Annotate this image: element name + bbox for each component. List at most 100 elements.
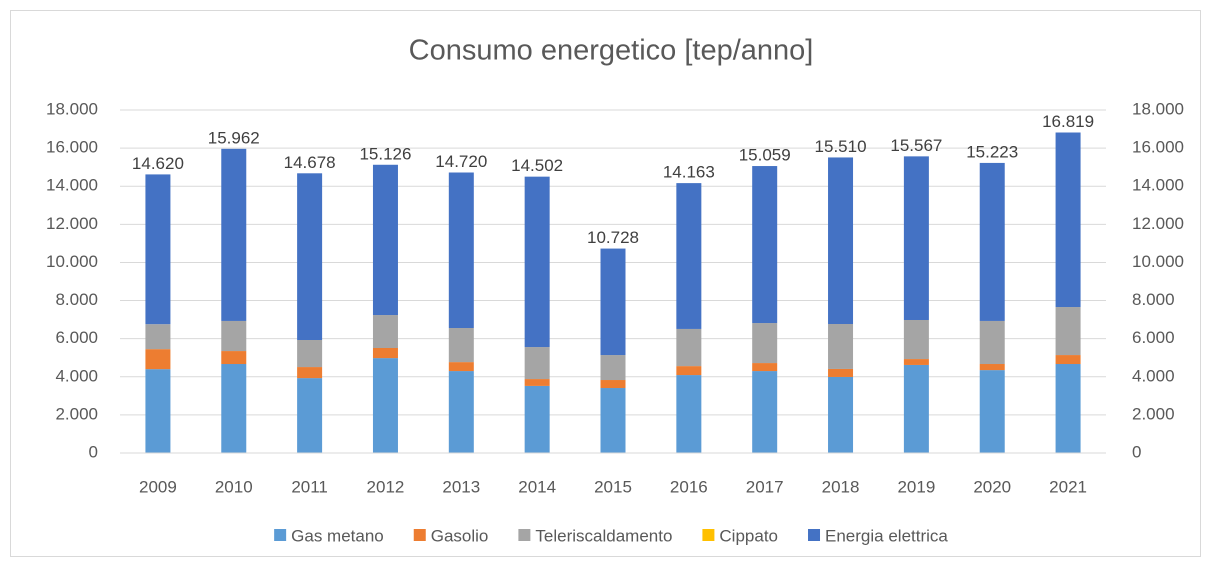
y2-tick-label: 0 (1132, 442, 1141, 461)
y-tick-label: 14.000 (46, 176, 98, 195)
bar-segment (903, 156, 929, 320)
bar-segment (524, 379, 550, 386)
bar-segment (524, 347, 550, 380)
bar-segment (297, 378, 323, 453)
y2-tick-label: 18.000 (1132, 99, 1184, 118)
legend-label: Gas metano (291, 526, 384, 545)
total-label: 15.510 (815, 137, 867, 156)
bar-segment (979, 370, 1005, 453)
bar-segment (752, 363, 778, 372)
x-tick-label: 2010 (215, 477, 253, 496)
bar-segment (752, 166, 778, 324)
y2-tick-label: 14.000 (1132, 176, 1184, 195)
bar-segment (752, 371, 778, 453)
bar-segment (828, 157, 854, 324)
bar-segment (448, 327, 474, 363)
bar-segment (828, 376, 854, 453)
bar-segment (676, 328, 702, 367)
bar-segment (524, 176, 550, 348)
bar-segment (372, 358, 398, 453)
bar-segment (676, 183, 702, 329)
bar-segment (448, 362, 474, 372)
y-tick-label: 16.000 (46, 138, 98, 157)
y2-tick-label: 4.000 (1132, 366, 1175, 385)
legend-swatch (518, 529, 531, 541)
y2-tick-label: 16.000 (1132, 138, 1184, 157)
y2-tick-label: 2.000 (1132, 404, 1175, 423)
total-label: 14.163 (663, 163, 715, 182)
total-label: 15.059 (739, 146, 791, 165)
y-tick-label: 2.000 (55, 404, 98, 423)
legend-swatch (702, 529, 715, 541)
legend-swatch (808, 529, 821, 541)
bar-segment (752, 323, 778, 364)
bar-segment (524, 385, 550, 453)
total-label: 14.620 (132, 154, 184, 173)
x-tick-label: 2011 (291, 477, 328, 496)
x-tick-label: 2017 (746, 477, 784, 496)
total-label: 15.126 (359, 144, 411, 163)
bar-segment (979, 320, 1005, 365)
bar-segment (979, 364, 1005, 371)
bar-segment (297, 367, 323, 379)
bar-segment (372, 315, 398, 349)
bar-segment (372, 164, 398, 316)
bar-segment (221, 148, 247, 321)
bar-segment (979, 162, 1005, 321)
total-label: 15.223 (966, 142, 1018, 161)
bar-segment (448, 371, 474, 453)
bar-segment (448, 172, 474, 328)
bar-segment (297, 173, 323, 341)
bar-segment (903, 364, 929, 453)
bar-segment (297, 340, 323, 368)
bar-segment (676, 375, 702, 453)
bar-segment (828, 368, 854, 377)
y2-tick-label: 6.000 (1132, 328, 1175, 347)
y-tick-label: 10.000 (46, 252, 98, 271)
bar-segment (221, 351, 247, 365)
bar-segment (1055, 307, 1081, 356)
bar-segment (145, 349, 171, 370)
bar-segment (903, 319, 929, 360)
x-tick-label: 2019 (897, 477, 935, 496)
x-tick-label: 2012 (367, 477, 405, 496)
bar-segment (1055, 132, 1081, 308)
bar-segment (600, 388, 626, 453)
y-tick-label: 8.000 (55, 290, 98, 309)
y2-tick-label: 12.000 (1132, 214, 1184, 233)
chart-title: Consumo energetico [tep/anno] (409, 35, 814, 67)
x-tick-label: 2020 (973, 477, 1011, 496)
x-tick-label: 2018 (822, 477, 860, 496)
bar-segment (145, 174, 171, 325)
y-tick-label: 12.000 (46, 214, 98, 233)
total-label: 14.678 (284, 153, 336, 172)
total-label: 14.720 (435, 152, 487, 171)
y2-tick-label: 8.000 (1132, 290, 1175, 309)
bar-segment (903, 359, 929, 365)
x-tick-label: 2014 (518, 477, 556, 496)
x-tick-label: 2013 (442, 477, 480, 496)
total-label: 16.819 (1042, 112, 1094, 131)
total-label: 15.962 (208, 128, 260, 147)
legend-swatch (413, 529, 426, 541)
bar-segment (372, 348, 398, 359)
y-tick-label: 0 (89, 442, 98, 461)
bar-segment (600, 355, 626, 381)
bar-segment (600, 248, 626, 356)
x-tick-label: 2016 (670, 477, 708, 496)
y-tick-label: 6.000 (55, 328, 98, 347)
legend-label: Gasolio (431, 526, 489, 545)
x-tick-label: 2009 (139, 477, 177, 496)
bar-segment (145, 324, 171, 350)
y-tick-label: 18.000 (46, 99, 98, 118)
bar-segment (676, 366, 702, 376)
legend-swatch (274, 529, 287, 541)
x-tick-label: 2021 (1049, 477, 1087, 496)
bar-segment (1055, 364, 1081, 453)
total-label: 14.502 (511, 156, 563, 175)
total-label: 15.567 (890, 136, 942, 155)
y-tick-label: 4.000 (55, 366, 98, 385)
legend-label: Energia elettrica (825, 526, 948, 545)
